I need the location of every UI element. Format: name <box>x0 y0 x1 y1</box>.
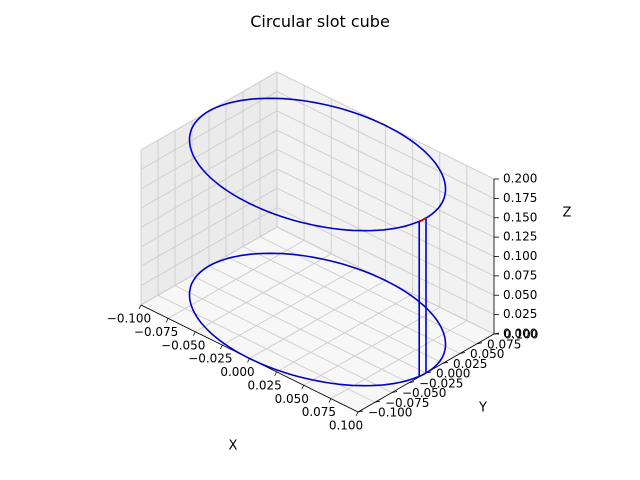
x-tick-label: −0.050 <box>161 338 205 352</box>
x-tick <box>138 304 142 310</box>
grid-line <box>276 149 495 257</box>
x-tick <box>192 331 196 336</box>
x-tick-label: −0.025 <box>188 352 232 366</box>
grid-line <box>225 255 444 364</box>
grid-line <box>242 246 461 354</box>
y-tick <box>442 361 449 364</box>
grid-line <box>276 90 495 199</box>
y-tick <box>408 381 415 384</box>
z-tick-label: 0.075 <box>503 268 537 282</box>
z-tick-label: 0.125 <box>503 230 537 244</box>
y-tick <box>357 410 364 413</box>
grid-line <box>276 129 495 238</box>
z-tick-label: 0.200 <box>503 172 537 186</box>
x-tick <box>328 398 332 403</box>
x-tick-label: 0.025 <box>247 378 281 392</box>
y-tick-label: −0.025 <box>419 376 463 390</box>
series-0-circle-z0 <box>188 252 447 387</box>
series-1-segment <box>418 217 427 223</box>
y-tick <box>391 391 398 393</box>
y-tick-label: −0.100 <box>368 406 412 420</box>
y-tick-label: 0.000 <box>436 367 470 381</box>
z-axis-label: Z <box>563 206 572 221</box>
z-tick-label: 0.100 <box>503 249 537 263</box>
y-tick <box>459 352 466 354</box>
y-axis-label: Y <box>478 401 487 416</box>
y-tick <box>476 342 483 345</box>
x-axis-label: X <box>229 439 238 454</box>
x-tick-label: −0.100 <box>107 312 151 326</box>
x-tick <box>165 318 169 323</box>
x-tick <box>220 344 223 350</box>
grid-line <box>140 149 278 228</box>
chart-title: Circular slot cube <box>250 12 390 31</box>
y-tick-label: −0.075 <box>385 396 429 410</box>
x-tick-label: −0.075 <box>134 325 178 339</box>
x-tick-label: 0.000 <box>220 365 254 379</box>
z-tick-label: 0.000 <box>503 327 537 341</box>
x-tick-label: 0.100 <box>329 419 363 433</box>
x-tick <box>274 371 277 377</box>
grid-line <box>208 265 427 374</box>
y-tick-label: 0.050 <box>470 347 504 361</box>
x-tick-label: 0.050 <box>275 392 309 406</box>
y-tick-label: 0.075 <box>487 337 521 351</box>
y-tick-label: 0.025 <box>453 357 487 371</box>
x-tick <box>355 411 359 417</box>
grid-line <box>276 293 413 373</box>
grid-line <box>140 110 278 190</box>
grid-line <box>276 110 495 219</box>
y-tick-label: −0.050 <box>402 386 446 400</box>
y-tick <box>374 400 381 403</box>
series-0-circle-z0.2 <box>188 97 447 232</box>
z-tick-label: 0.150 <box>503 210 537 224</box>
y-tick-label: 0.100 <box>504 328 538 342</box>
grid-line <box>303 306 440 386</box>
x-tick <box>301 385 305 390</box>
grid-line <box>140 129 278 209</box>
z-tick-label: 0.175 <box>503 191 537 205</box>
z-tick-label: 0.050 <box>503 288 537 302</box>
z-tick-label: 0.025 <box>503 307 537 321</box>
grid-line <box>140 90 278 170</box>
x-tick-label: 0.075 <box>302 405 336 419</box>
